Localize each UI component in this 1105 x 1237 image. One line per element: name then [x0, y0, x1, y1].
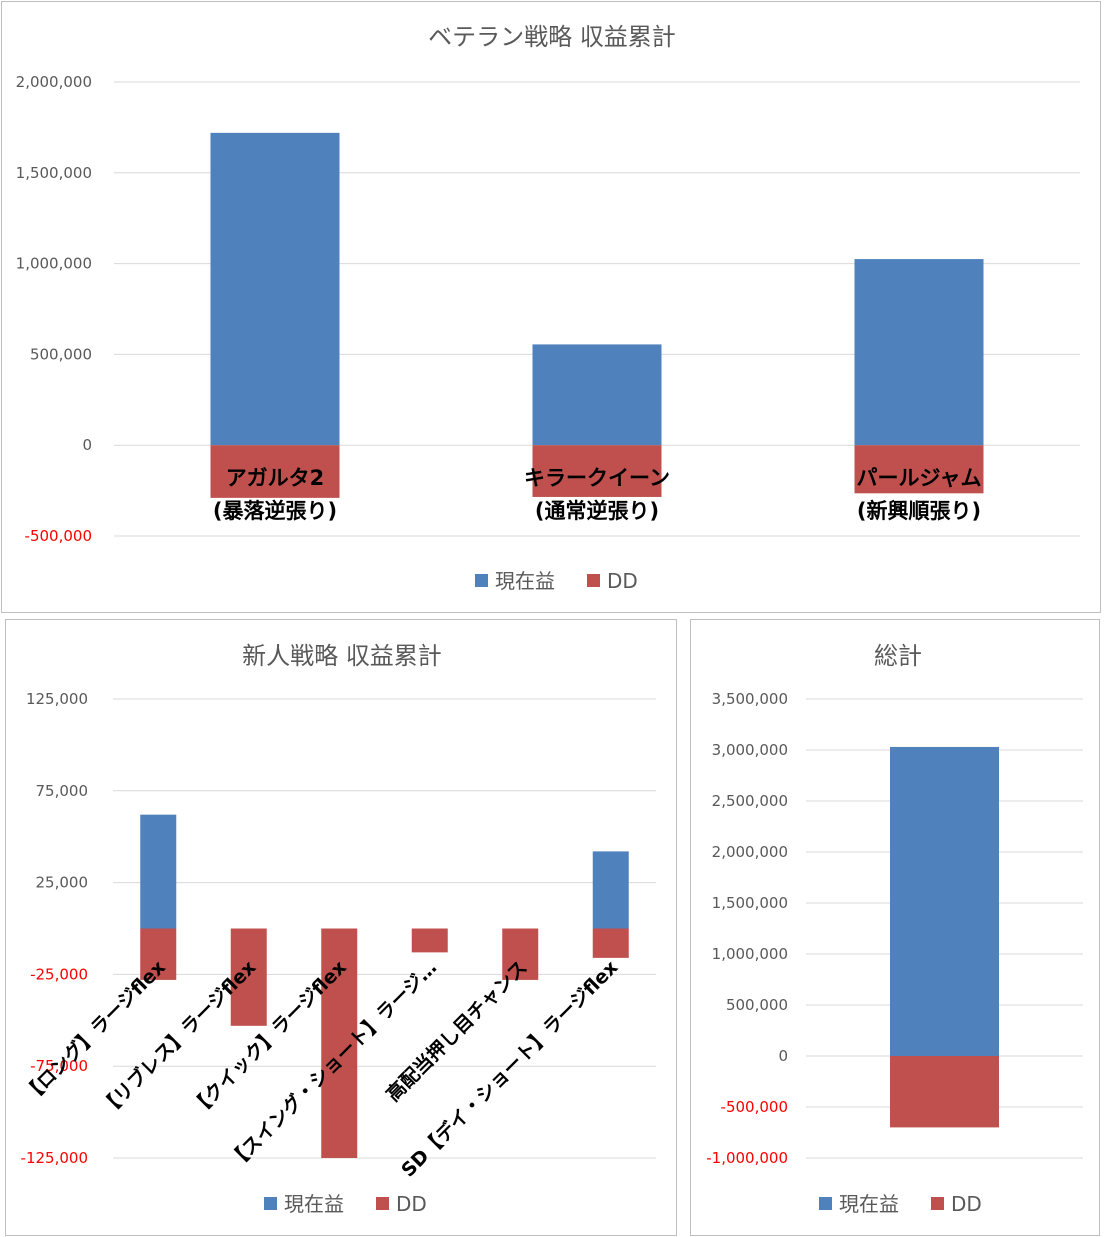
y-tick-label: -500,000: [721, 1098, 788, 1116]
dd-bar: [592, 928, 629, 958]
legend-label-profit: 現在益: [839, 1192, 899, 1216]
legend-label-profit: 現在益: [495, 569, 555, 593]
profit-bar: [854, 259, 984, 446]
legend-label-dd: DD: [951, 1192, 982, 1216]
y-tick-label: 2,500,000: [712, 792, 788, 810]
profit-bar: [592, 851, 629, 929]
dd-bar: [532, 445, 662, 497]
veteran-chart-title: ベテラン戦略 収益累計: [428, 23, 676, 51]
legend-label-profit: 現在益: [284, 1192, 344, 1216]
profit-bar: [890, 746, 999, 1056]
dd-bar: [321, 928, 358, 1158]
y-tick-label: -500,000: [25, 527, 92, 545]
dd-bar: [854, 445, 984, 494]
legend-swatch-dd: [587, 574, 600, 587]
y-tick-label: 2,000,000: [16, 73, 92, 91]
legend-swatch-profit: [264, 1197, 277, 1210]
y-tick-label: 0: [82, 436, 92, 454]
legend-swatch-profit: [475, 574, 488, 587]
y-tick-label: 500,000: [30, 345, 92, 363]
category-label: 【リブレス】ラージflex: [96, 956, 261, 1121]
y-tick-label: 3,500,000: [712, 690, 788, 708]
dd-bar: [210, 445, 340, 498]
y-tick-label: 500,000: [726, 996, 788, 1014]
category-label: キラークイーン: [524, 466, 670, 490]
newbie-chart: 新人戦略 収益累計 125,000 75,000 25,000 -25,000 -75,…: [19, 642, 656, 1216]
dd-bar: [502, 928, 539, 980]
y-tick-label: 1,000,000: [712, 945, 788, 963]
y-tick-label: 1,000,000: [16, 255, 92, 273]
legend-swatch-dd: [931, 1197, 944, 1210]
legend-swatch-dd: [376, 1197, 389, 1210]
y-tick-label: 1,500,000: [16, 164, 92, 182]
category-label: アガルタ2: [226, 466, 325, 490]
legend: 現在益 DD: [819, 1192, 982, 1216]
legend: 現在益 DD: [475, 569, 638, 593]
profit-bar: [140, 814, 177, 929]
y-tick-label: -125,000: [21, 1149, 88, 1167]
y-tick-label: 25,000: [36, 874, 89, 892]
category-label: (暴落逆張り): [213, 499, 337, 523]
total-chart-title: 総計: [874, 642, 922, 670]
total-chart: 総計 3,500,000 3,000,000 2,500,000 2,000,000 1…: [706, 642, 1083, 1216]
y-tick-label: 2,000,000: [712, 843, 788, 861]
total-chart-panel: 総計 3,500,000 3,000,000 2,500,000 2,000,000 1…: [690, 619, 1100, 1236]
y-tick-label: -1,000,000: [706, 1149, 788, 1167]
y-tick-label: -75,000: [30, 1057, 88, 1075]
y-tick-label: 1,500,000: [712, 894, 788, 912]
y-tick-label: 125,000: [26, 690, 88, 708]
dd-bar: [230, 928, 267, 1026]
legend-label-dd: DD: [607, 569, 638, 593]
y-tick-label: 0: [778, 1047, 788, 1065]
y-tick-label: -25,000: [30, 965, 88, 983]
legend-swatch-profit: [819, 1197, 832, 1210]
legend: 現在益 DD: [264, 1192, 427, 1216]
category-label: (新興順張り): [857, 499, 981, 523]
veteran-chart: ベテラン戦略 収益累計 2,000,000 1,500,000 1,000,000 5…: [16, 23, 1080, 593]
newbie-chart-title: 新人戦略 収益累計: [242, 642, 442, 670]
dd-bar: [411, 928, 448, 953]
legend-label-dd: DD: [396, 1192, 427, 1216]
profit-bar: [210, 132, 340, 446]
veteran-chart-panel: ベテラン戦略 収益累計 2,000,000 1,500,000 1,000,000 5…: [1, 1, 1101, 613]
profit-bar: [532, 344, 662, 446]
y-tick-label: 3,000,000: [712, 741, 788, 759]
category-label: パールジャム: [857, 466, 982, 490]
dd-bar: [140, 928, 177, 980]
newbie-chart-panel: 新人戦略 収益累計 125,000 75,000 25,000 -25,000 -75,…: [5, 619, 677, 1236]
y-tick-label: 75,000: [36, 782, 89, 800]
category-label: (通常逆張り): [535, 499, 659, 523]
dd-bar: [890, 1056, 999, 1128]
